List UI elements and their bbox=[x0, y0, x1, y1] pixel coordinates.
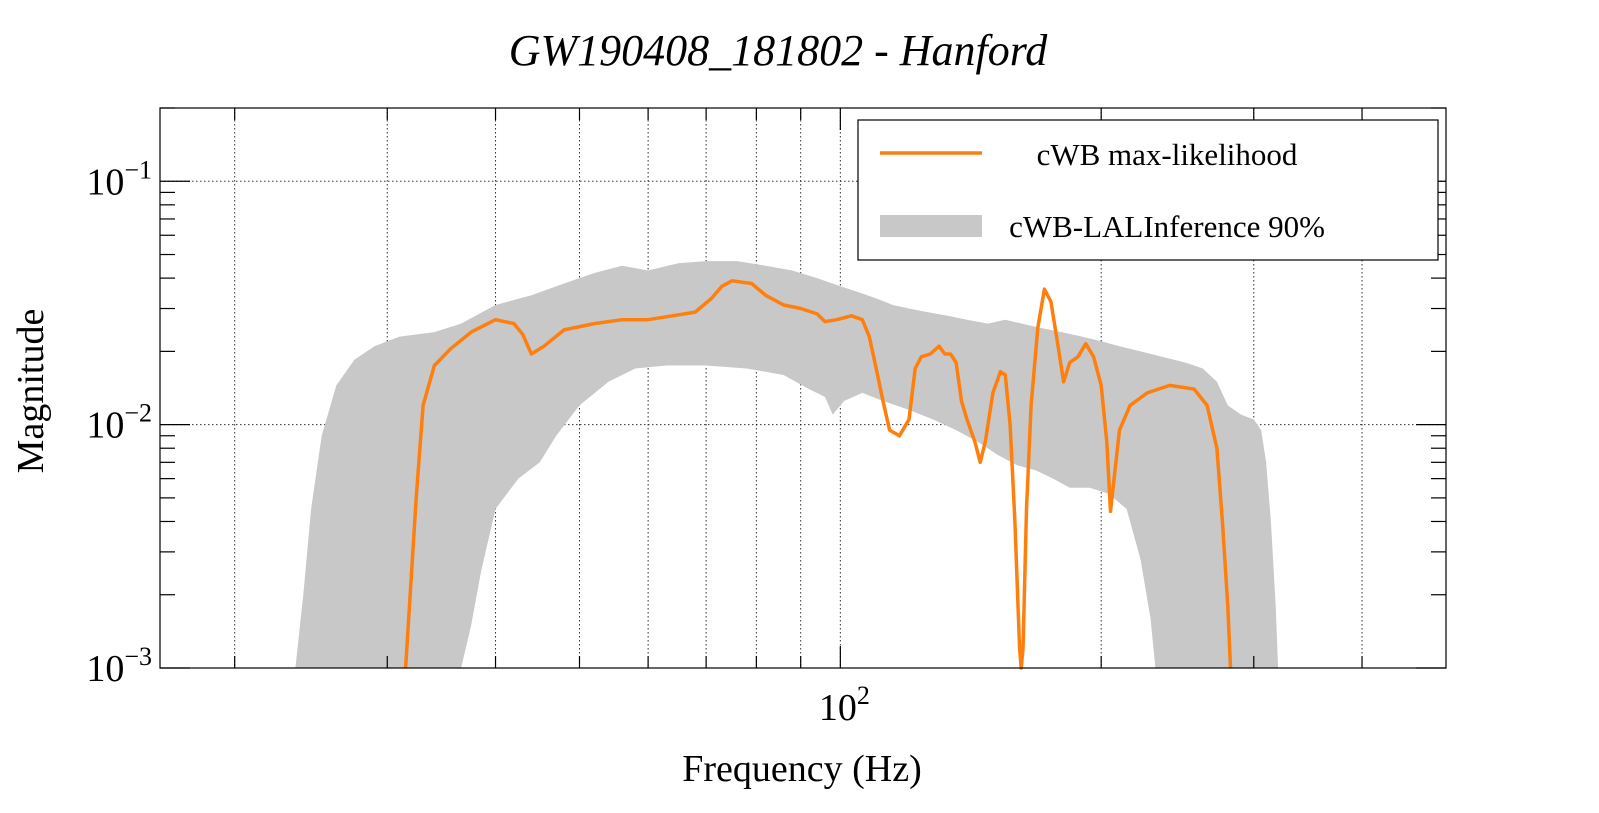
chart-title: GW190408_181802 - Hanford bbox=[509, 26, 1049, 75]
legend-label-max-likelihood: cWB max-likelihood bbox=[1037, 137, 1298, 172]
series-layer bbox=[295, 261, 1279, 670]
y-tick-label: 10−1 bbox=[86, 155, 152, 203]
y-tick-label: 10−3 bbox=[86, 642, 152, 690]
x-axis-label: Frequency (Hz) bbox=[682, 748, 922, 790]
series-band-cwb-lalinference bbox=[295, 261, 1279, 668]
legend: cWB max-likelihood cWB-LALInference 90% bbox=[857, 119, 1439, 261]
series-line-max-likelihood bbox=[403, 279, 1233, 670]
y-axis-label: Magnitude bbox=[10, 309, 52, 474]
plot-frame bbox=[159, 107, 1447, 669]
legend-swatch-band bbox=[880, 215, 982, 237]
y-tick-label: 10−2 bbox=[86, 399, 152, 447]
axis-layer: 10−3 10−2 10−1 102 bbox=[86, 107, 1446, 729]
legend-label-band: cWB-LALInference 90% bbox=[1009, 209, 1325, 244]
x-tick-label: 102 bbox=[819, 681, 870, 729]
